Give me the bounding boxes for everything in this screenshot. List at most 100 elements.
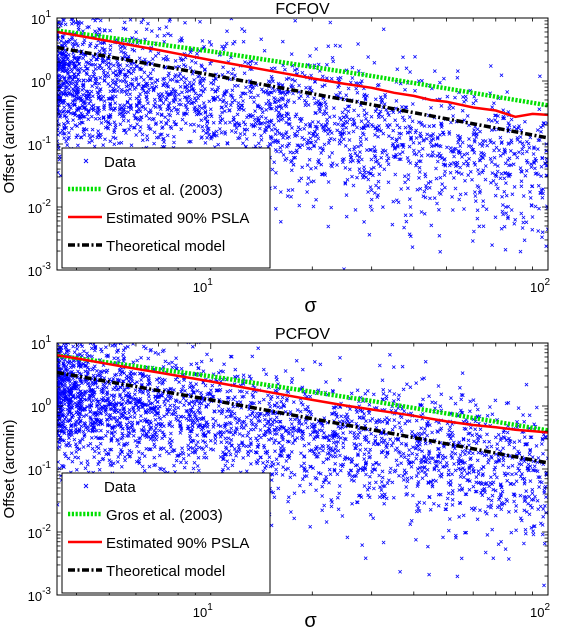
data-point: [287, 76, 291, 81]
data-point: [452, 147, 456, 151]
data-point: [512, 445, 517, 450]
data-point: [176, 74, 181, 79]
data-point: [68, 365, 73, 370]
data-point: [326, 44, 331, 49]
data-point: [77, 383, 81, 388]
data-point: [434, 176, 439, 181]
data-point: [448, 425, 453, 430]
data-point: [493, 488, 498, 493]
data-point: [89, 403, 94, 408]
data-point: [524, 220, 529, 225]
data-point: [327, 438, 332, 442]
data-point: [74, 410, 79, 415]
data-point: [336, 122, 340, 127]
data-point: [152, 85, 157, 90]
data-point: [223, 121, 228, 125]
data-point: [530, 487, 535, 492]
data-point: [91, 69, 96, 74]
data-point: [405, 131, 410, 135]
data-point: [502, 189, 507, 194]
data-point: [210, 87, 214, 92]
data-point: [376, 134, 380, 139]
data-point: [248, 114, 253, 119]
data-point: [407, 197, 412, 201]
data-point: [536, 475, 541, 479]
data-point: [223, 130, 227, 134]
plot-area: [57, 18, 548, 270]
data-point: [489, 498, 494, 503]
data-point: [294, 148, 299, 153]
data-point: [174, 458, 179, 463]
data-point: [88, 74, 92, 79]
data-point: [298, 409, 303, 414]
data-point: [454, 535, 458, 540]
data-point: [404, 485, 409, 489]
data-point: [327, 155, 332, 159]
data-point: [116, 410, 120, 414]
data-point: [318, 446, 322, 451]
data-point: [521, 413, 525, 417]
data-point: [463, 448, 468, 453]
data-point: [358, 139, 363, 144]
data-point: [367, 402, 372, 407]
data-point: [445, 464, 449, 468]
data-point: [326, 224, 331, 229]
data-point: [168, 387, 173, 392]
data-point: [526, 141, 531, 146]
data-point: [218, 120, 222, 125]
data-point: [216, 404, 221, 408]
data-point: [111, 416, 116, 420]
data-point: [195, 51, 199, 56]
data-point: [325, 62, 329, 67]
data-point: [98, 89, 102, 94]
data-point: [328, 20, 333, 25]
data-point: [529, 165, 534, 169]
data-point: [130, 82, 135, 86]
data-point: [119, 401, 124, 406]
data-point: [178, 98, 182, 102]
data-point: [327, 467, 332, 472]
data-point: [299, 464, 304, 468]
data-point: [92, 455, 97, 459]
data-point: [135, 109, 140, 114]
data-point: [420, 78, 424, 83]
data-point: [81, 92, 85, 97]
data-point: [76, 20, 81, 24]
data-point: [285, 136, 290, 140]
data-point: [192, 100, 197, 105]
data-point: [256, 93, 260, 98]
data-point: [524, 442, 529, 446]
data-point: [101, 115, 106, 120]
data-point: [342, 457, 347, 462]
data-point: [60, 53, 64, 58]
data-point: [120, 114, 124, 119]
x-tick-label: 101: [193, 277, 213, 295]
data-point: [347, 138, 352, 142]
data-point: [345, 415, 350, 420]
data-point: [240, 440, 245, 445]
data-point: [156, 352, 161, 356]
data-point: [172, 463, 176, 468]
data-point: [462, 99, 466, 104]
data-point: [381, 148, 385, 153]
data-point: [475, 407, 480, 412]
data-point: [262, 433, 266, 438]
data-point: [347, 131, 351, 135]
data-point: [91, 74, 95, 79]
data-point: [144, 95, 149, 100]
data-point: [191, 82, 196, 86]
data-point: [544, 163, 548, 168]
data-point: [214, 77, 218, 81]
data-point: [77, 70, 82, 74]
y-axis-label: Offset (arcmin): [1, 95, 18, 194]
data-point: [502, 116, 507, 121]
data-point: [126, 83, 131, 88]
data-point: [191, 439, 196, 443]
data-point: [277, 419, 282, 424]
data-point: [498, 135, 503, 140]
data-point: [540, 230, 545, 235]
data-point: [525, 149, 529, 154]
data-point: [331, 405, 336, 410]
data-point: [121, 26, 126, 31]
data-point: [64, 85, 69, 90]
